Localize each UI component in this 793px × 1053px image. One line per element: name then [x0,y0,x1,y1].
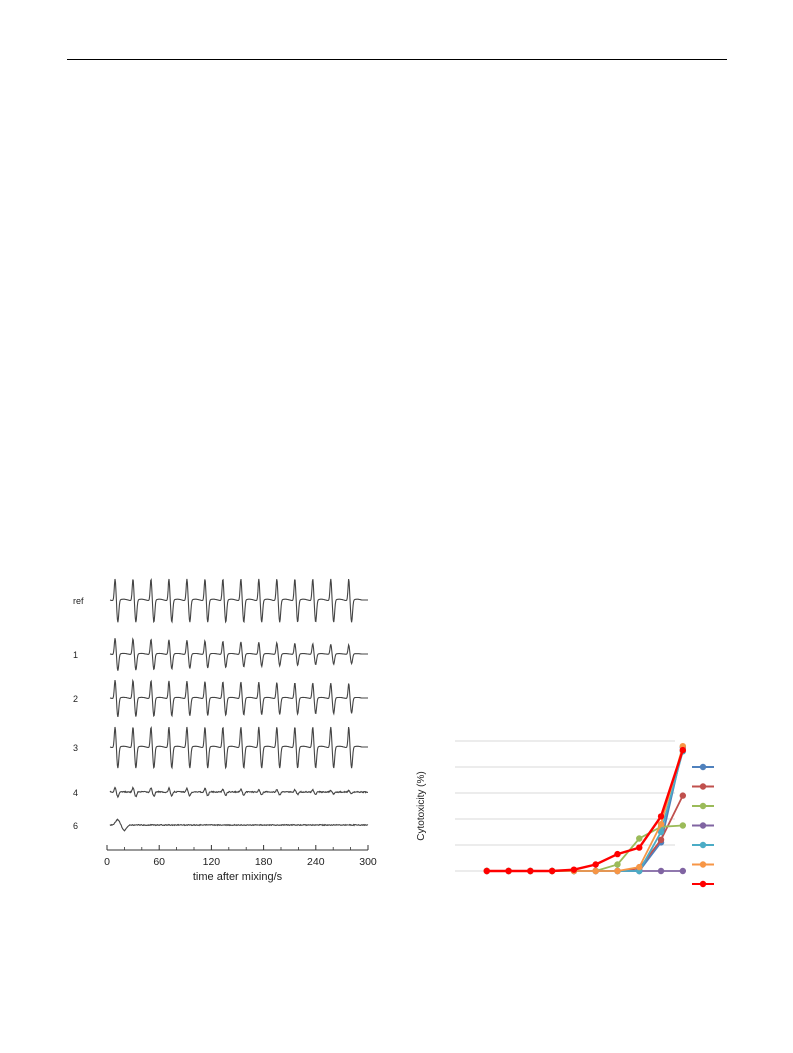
x-tick-label: 0 [104,856,110,868]
data-point [636,835,643,842]
legend-marker [699,822,707,829]
data-point [548,867,556,875]
x-tick-label: 240 [307,856,325,868]
x-tick-label: 180 [255,856,273,868]
trace-line [109,637,368,671]
legend-marker [699,802,707,810]
data-point [614,850,621,858]
data-point [592,867,599,875]
data-point [657,821,665,828]
x-tick-label: 300 [359,856,377,868]
data-point [657,813,665,820]
trace-label: 1 [73,650,78,660]
data-point [657,867,665,875]
trace-line [109,678,368,718]
trace-line [109,577,368,624]
data-point [679,822,687,829]
series-line [486,795,684,872]
series-line [486,824,683,872]
trace-line [109,786,368,799]
data-point [679,792,687,799]
trace-label: 2 [73,694,78,704]
series-line [486,747,684,872]
legend-marker [699,783,707,790]
data-point [614,861,621,868]
x-tick-label: 60 [153,856,165,868]
data-point [483,867,490,875]
data-point [592,861,599,868]
cytotoxicity-figure: Cytotoxicity (%) [405,725,735,900]
data-point [570,866,578,873]
x-tick-label: 120 [203,856,221,868]
legend-marker [699,880,707,888]
header-rule [67,59,727,60]
data-point [636,863,643,871]
legend-marker [699,861,707,868]
data-point [505,867,512,875]
data-point [679,867,687,875]
trace-label: 6 [73,821,78,831]
data-point [527,867,534,875]
series-line [486,749,684,873]
data-point [657,836,665,843]
trace-line [109,818,369,832]
trace-label: 3 [73,743,78,753]
y-axis-title: Cytotoxicity (%) [416,771,427,840]
data-point [614,867,621,875]
legend-marker [699,763,707,771]
data-point [657,828,665,836]
data-point [679,746,687,754]
trace-label: ref [73,596,84,606]
trace-label: 4 [73,788,78,798]
trace-line [109,725,368,770]
x-axis-title: time after mixing/s [193,871,283,883]
data-point [636,844,643,851]
legend-marker [699,841,707,849]
signal-traces-figure: ref 1 2 3 4 6 0 60 120 180 240 300 time after mixing… [60,560,390,900]
cytotoxicity-chart: Cytotoxicity (%) [416,740,714,888]
